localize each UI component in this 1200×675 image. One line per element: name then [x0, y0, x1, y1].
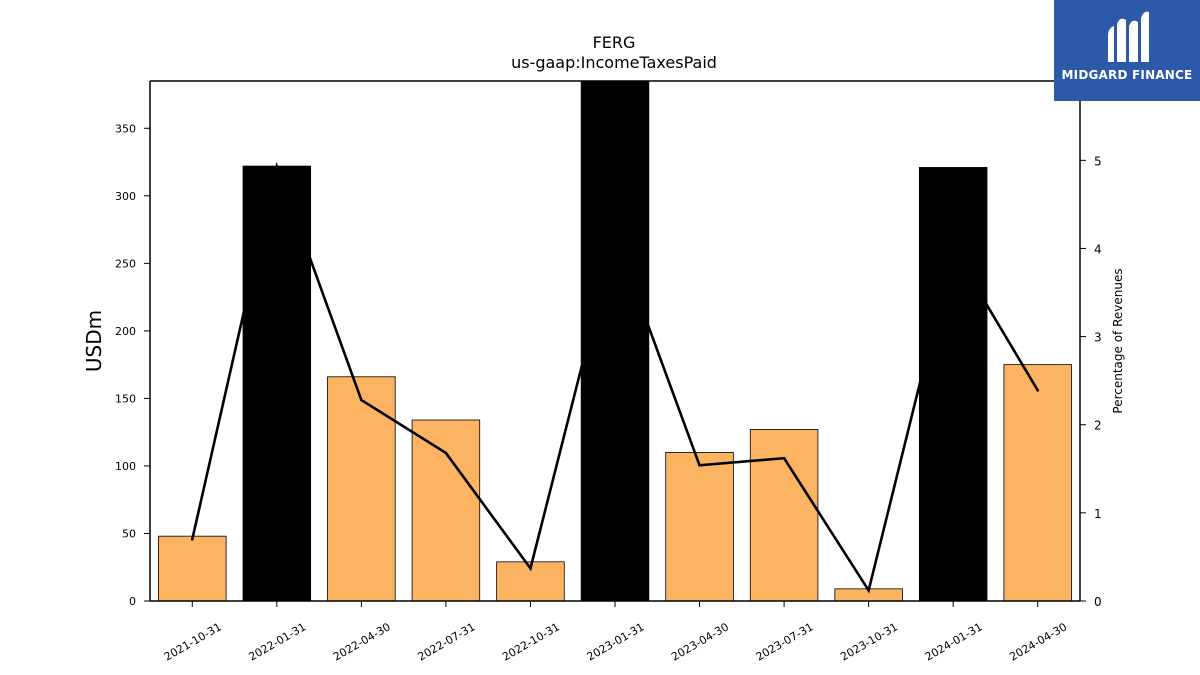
bar-2024-04-30: [1003, 364, 1072, 602]
y2-tick-label-2: 2: [1094, 419, 1102, 433]
percentage-point-2023-07-31: [782, 456, 786, 460]
x-tick-label-2023-10-31: 2023-10-31: [838, 620, 900, 663]
x-tick-label-2024-04-30: 2024-04-30: [1007, 620, 1069, 663]
y2-tick-label-5: 5: [1094, 154, 1102, 168]
y-tick-label-200: 200: [115, 325, 136, 338]
percentage-point-2021-10-31: [190, 538, 194, 541]
y2-axis-label: Percentage of Revenues: [1111, 268, 1125, 413]
brand-logo: MIDGARD FINANCE: [1054, 0, 1200, 101]
y-tick-label-100: 100: [115, 460, 136, 473]
bar-2022-04-30: [327, 376, 396, 602]
x-tick-label-2022-01-31: 2022-01-31: [246, 620, 308, 663]
x-tick-label-2023-01-31: 2023-01-31: [585, 620, 647, 663]
percentage-point-2023-10-31: [867, 589, 870, 592]
percentage-point-2022-07-31: [444, 451, 448, 455]
percentage-point-2023-04-30: [698, 463, 701, 467]
y-axis-label: USDm: [82, 310, 106, 372]
bar-2023-04-30: [665, 452, 734, 602]
y2-tick-label-1: 1: [1094, 507, 1102, 521]
bar-2022-01-31: [242, 165, 312, 602]
y2-tick-label-0: 0: [1094, 595, 1102, 609]
percentage-point-2024-01-31: [951, 247, 955, 250]
percentage-point-2023-01-31: [613, 233, 617, 237]
brand-name: MIDGARD FINANCE: [1061, 68, 1193, 82]
y-tick-label-50: 50: [122, 527, 136, 540]
chart-subtitle: us-gaap:IncomeTaxesPaid: [511, 53, 717, 72]
y2-tick-label-3: 3: [1094, 331, 1102, 345]
chart-title: FERG: [593, 33, 636, 52]
bar-2023-07-31: [749, 429, 819, 602]
percentage-point-2022-10-31: [529, 567, 532, 570]
brand-mark-icon: [1108, 11, 1149, 63]
bar-2023-01-31: [580, 80, 650, 602]
x-tick-label-2024-01-31: 2024-01-31: [923, 620, 985, 663]
percentage-point-2022-01-31: [275, 165, 279, 168]
percentage-point-2022-04-30: [360, 398, 363, 402]
x-tick-label-2022-04-30: 2022-04-30: [331, 620, 393, 663]
y-tick-label-350: 350: [115, 122, 136, 135]
x-tick-label-2021-10-31: 2021-10-31: [162, 620, 224, 663]
bar-2022-07-31: [411, 419, 481, 602]
x-tick-label-2023-04-30: 2023-04-30: [669, 620, 731, 663]
bar-2021-10-31: [158, 535, 227, 602]
x-tick-label-2022-07-31: 2022-07-31: [416, 620, 478, 663]
y-tick-label-250: 250: [115, 257, 136, 270]
y2-tick-label-4: 4: [1094, 242, 1102, 256]
bar-2024-01-31: [918, 167, 988, 602]
x-tick-label-2022-10-31: 2022-10-31: [500, 620, 562, 663]
y-tick-label-150: 150: [115, 392, 136, 405]
y-tick-label-300: 300: [115, 190, 136, 203]
percentage-point-2024-04-30: [1036, 389, 1040, 392]
y-tick-label-0: 0: [129, 595, 136, 608]
x-tick-label-2023-07-31: 2023-07-31: [754, 620, 816, 663]
